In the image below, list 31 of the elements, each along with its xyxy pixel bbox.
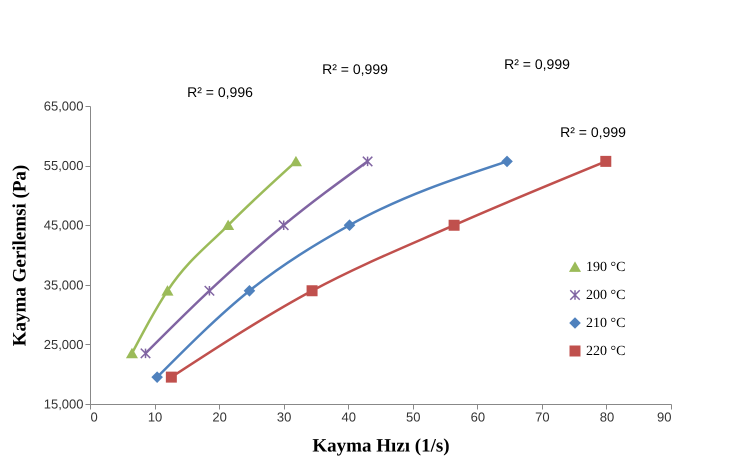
legend-label: 190 °C [586, 260, 626, 275]
x-tick-label: 30 [276, 410, 292, 424]
y-tick-label: 15,000 [44, 396, 84, 412]
y-tick-label: 35,000 [44, 277, 84, 292]
text: R² = 0,999 [322, 61, 388, 77]
x-tick-label: 80 [600, 410, 614, 424]
legend-label: 210 °C [586, 316, 626, 331]
text: R² = 0,996 [187, 84, 254, 100]
x-tick-label: 10 [148, 410, 162, 424]
y-axis-title: Kayma Gerilemsi (Pa) [10, 164, 31, 346]
point [278, 220, 290, 231]
point [362, 156, 374, 167]
x-axis-title: Kayma Hızı (1/s) [312, 436, 450, 456]
legend-label: 220 °C [586, 344, 626, 359]
point [600, 156, 612, 167]
legend-label: 200 °C [586, 288, 626, 303]
x-tick-label: 90 [657, 410, 672, 424]
point [204, 285, 215, 296]
y-tick-label: 45,000 [44, 218, 84, 233]
x-tick-label: 0 [90, 410, 98, 424]
annotation: R² = 0,999 [560, 124, 626, 140]
x-tick-label: 20 [212, 410, 227, 424]
x-tick-label: 40 [341, 410, 356, 424]
x-tick-label: 50 [406, 410, 421, 424]
y-tick-label: 25,000 [44, 336, 84, 352]
y-tick-label: 55,000 [44, 158, 84, 174]
point [140, 348, 152, 359]
text: R² = 0,999 [504, 56, 570, 72]
y-tick-label: 65,000 [44, 98, 84, 114]
x-tick-label: 70 [535, 410, 550, 424]
x-tick-label: 60 [470, 410, 486, 424]
